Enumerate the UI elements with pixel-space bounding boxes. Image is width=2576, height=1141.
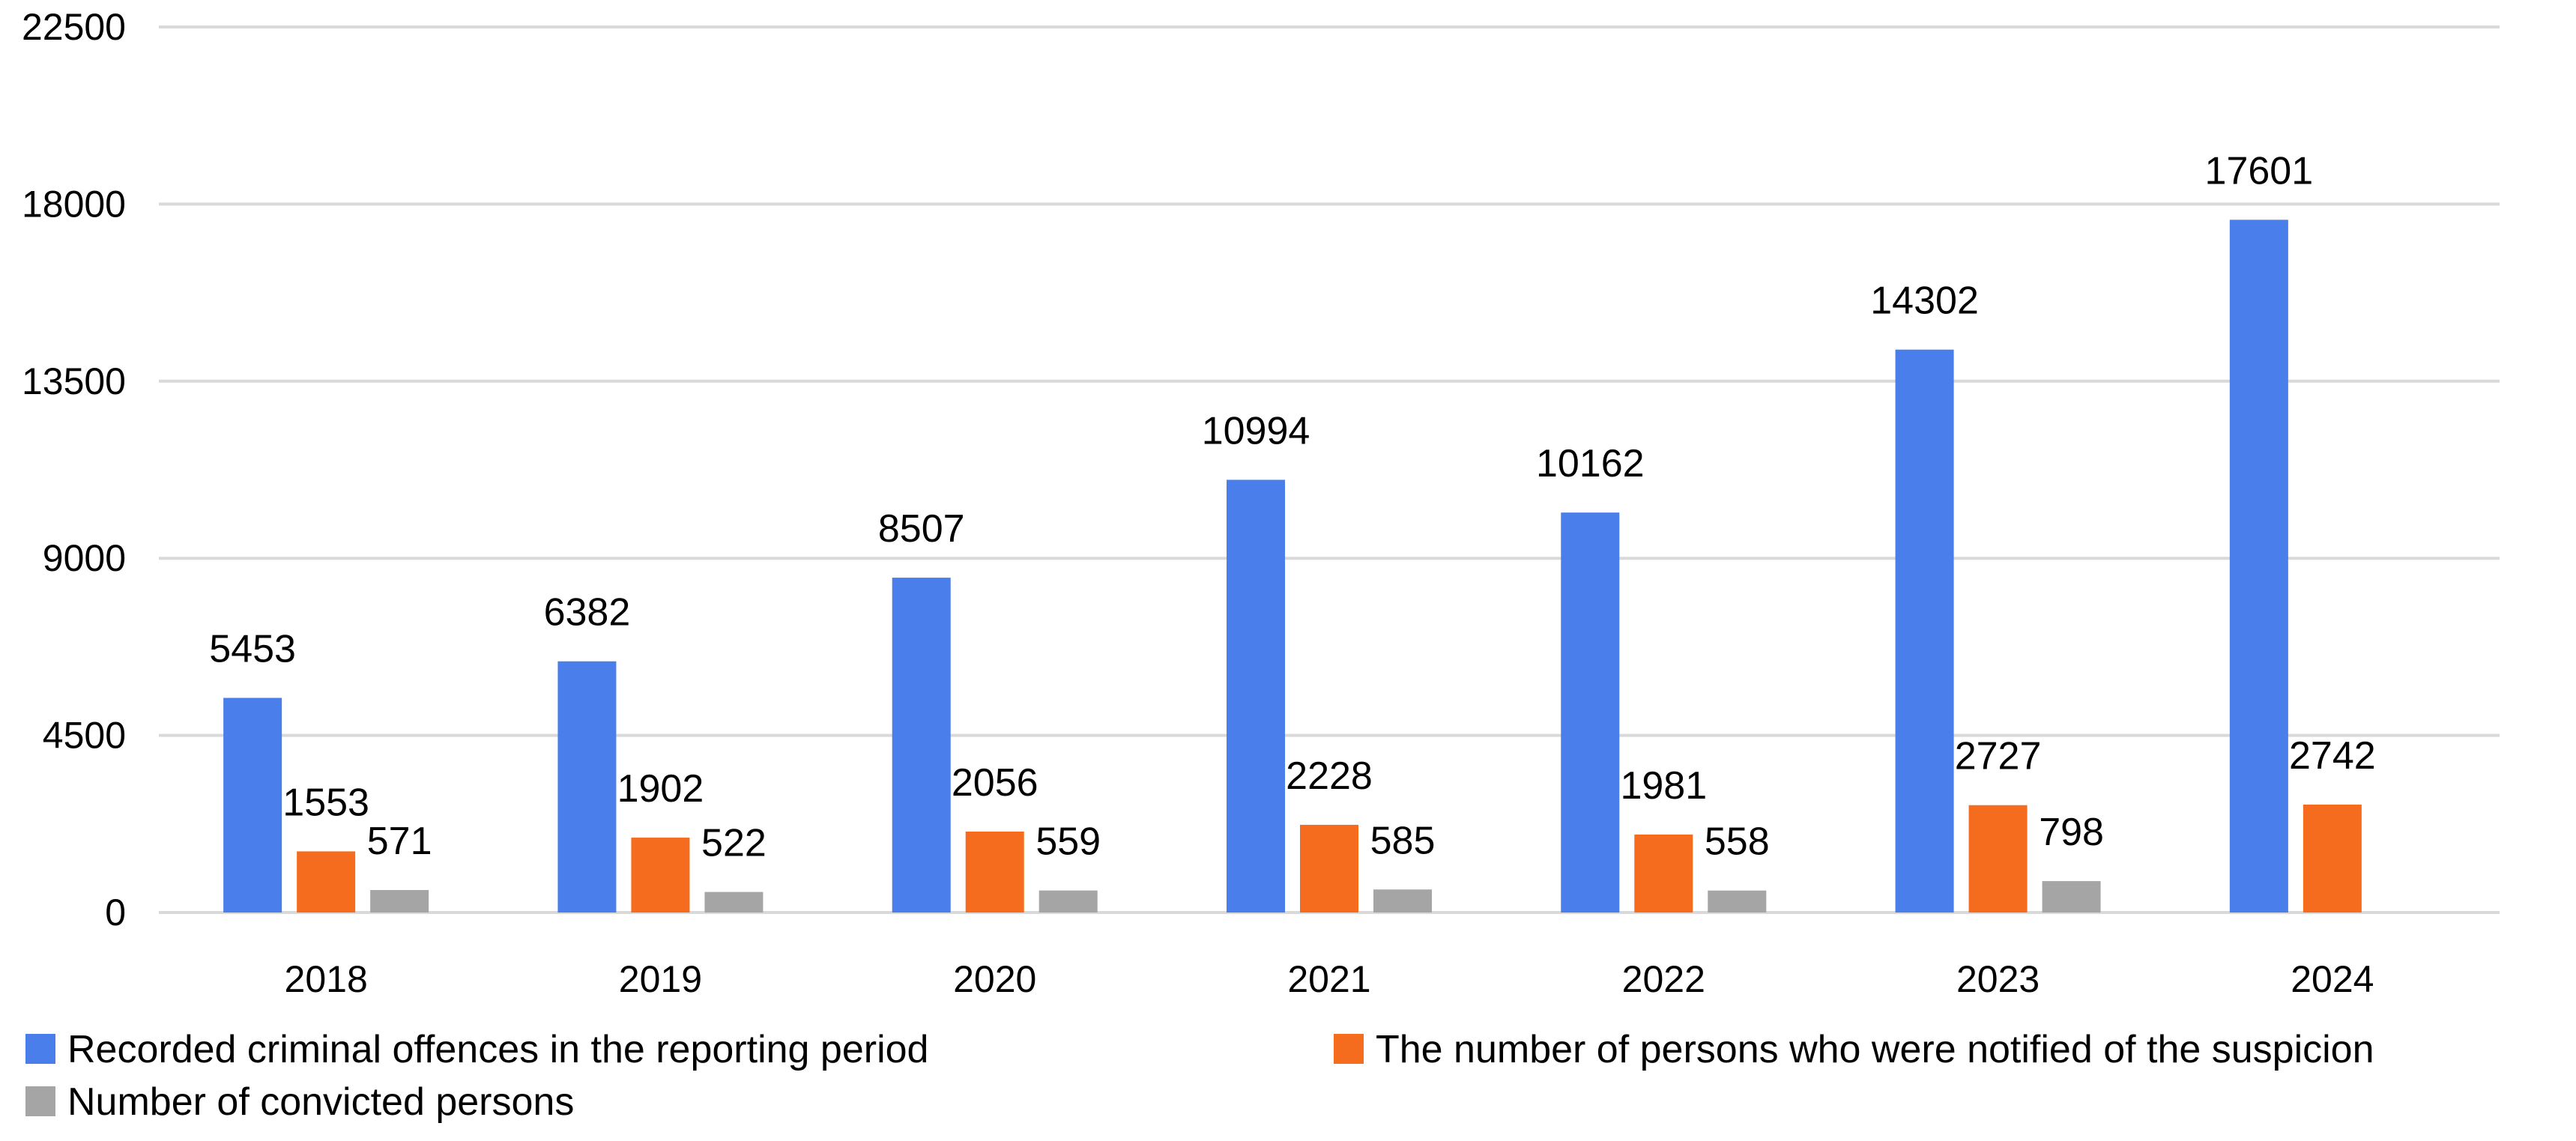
data-label: 558 (1705, 820, 1770, 864)
bar (223, 697, 282, 913)
legend-swatch (1334, 1034, 1364, 1064)
bar (2229, 220, 2288, 913)
x-tick-label: 2020 (953, 958, 1036, 1000)
data-label: 522 (701, 822, 767, 865)
data-label: 2727 (1955, 735, 2042, 778)
y-tick-label: 9000 (43, 537, 126, 579)
y-axis-tick-labels: 0 4500 9000 13500 18000 22500 (22, 6, 126, 933)
data-label: 559 (1035, 820, 1101, 864)
x-axis-tick-labels: 2018 2019 2020 2021 2022 2023 2024 (285, 958, 2374, 1000)
y-tick-label: 13500 (22, 360, 126, 402)
data-label: 2228 (1286, 754, 1373, 798)
bar (631, 838, 690, 913)
data-labels: 5453 6382 8507 10994 10162 14302 17601 1553 1902… (209, 149, 2375, 865)
y-tick-label: 18000 (22, 183, 126, 225)
bar (1968, 805, 2028, 913)
bar (965, 831, 1024, 913)
bar (557, 661, 617, 913)
legend-label: The number of persons who were notified … (1376, 1028, 2374, 1071)
gridlines (159, 25, 2500, 914)
bar (370, 890, 429, 913)
bar (297, 851, 356, 913)
data-label: 10994 (1202, 409, 1310, 453)
bar (1895, 349, 1954, 913)
data-label: 10162 (1536, 442, 1645, 485)
data-label: 17601 (2205, 149, 2314, 193)
x-tick-label: 2019 (619, 958, 702, 1000)
data-label: 585 (1370, 819, 1436, 862)
data-label: 1902 (617, 767, 704, 811)
bar (704, 892, 764, 913)
legend-swatch (25, 1086, 55, 1116)
data-label: 14302 (1870, 279, 1979, 323)
y-tick-label: 4500 (43, 715, 126, 757)
bar (1373, 889, 1432, 913)
bar (2303, 804, 2362, 913)
data-label: 571 (367, 820, 432, 863)
data-label: 2056 (952, 761, 1038, 805)
x-tick-label: 2021 (1287, 958, 1370, 1000)
x-tick-label: 2022 (1622, 958, 1705, 1000)
legend: Recorded criminal offences in the report… (25, 1028, 2374, 1124)
bars (223, 220, 2362, 913)
x-tick-label: 2023 (1956, 958, 2040, 1000)
bar (892, 578, 951, 913)
data-label: 5453 (209, 628, 296, 671)
data-label: 8507 (878, 507, 965, 551)
data-label: 6382 (544, 591, 631, 635)
y-tick-label: 0 (105, 892, 126, 933)
legend-swatch (25, 1034, 55, 1064)
legend-label: Recorded criminal offences in the report… (67, 1028, 928, 1071)
bar (1561, 512, 1620, 913)
x-tick-label: 2018 (285, 958, 368, 1000)
bar (1038, 890, 1098, 913)
bar (1634, 834, 1693, 913)
x-tick-label: 2024 (2291, 958, 2374, 1000)
data-label: 1981 (1620, 764, 1707, 808)
bar (1300, 824, 1358, 913)
data-label: 2742 (2289, 734, 2376, 778)
y-tick-label: 22500 (22, 6, 126, 48)
data-label: 798 (2039, 811, 2104, 854)
legend-label: Number of convicted persons (67, 1080, 574, 1124)
data-label: 1553 (282, 781, 369, 824)
bar (2042, 881, 2101, 913)
bar (1708, 890, 1767, 913)
bar (1227, 479, 1285, 913)
